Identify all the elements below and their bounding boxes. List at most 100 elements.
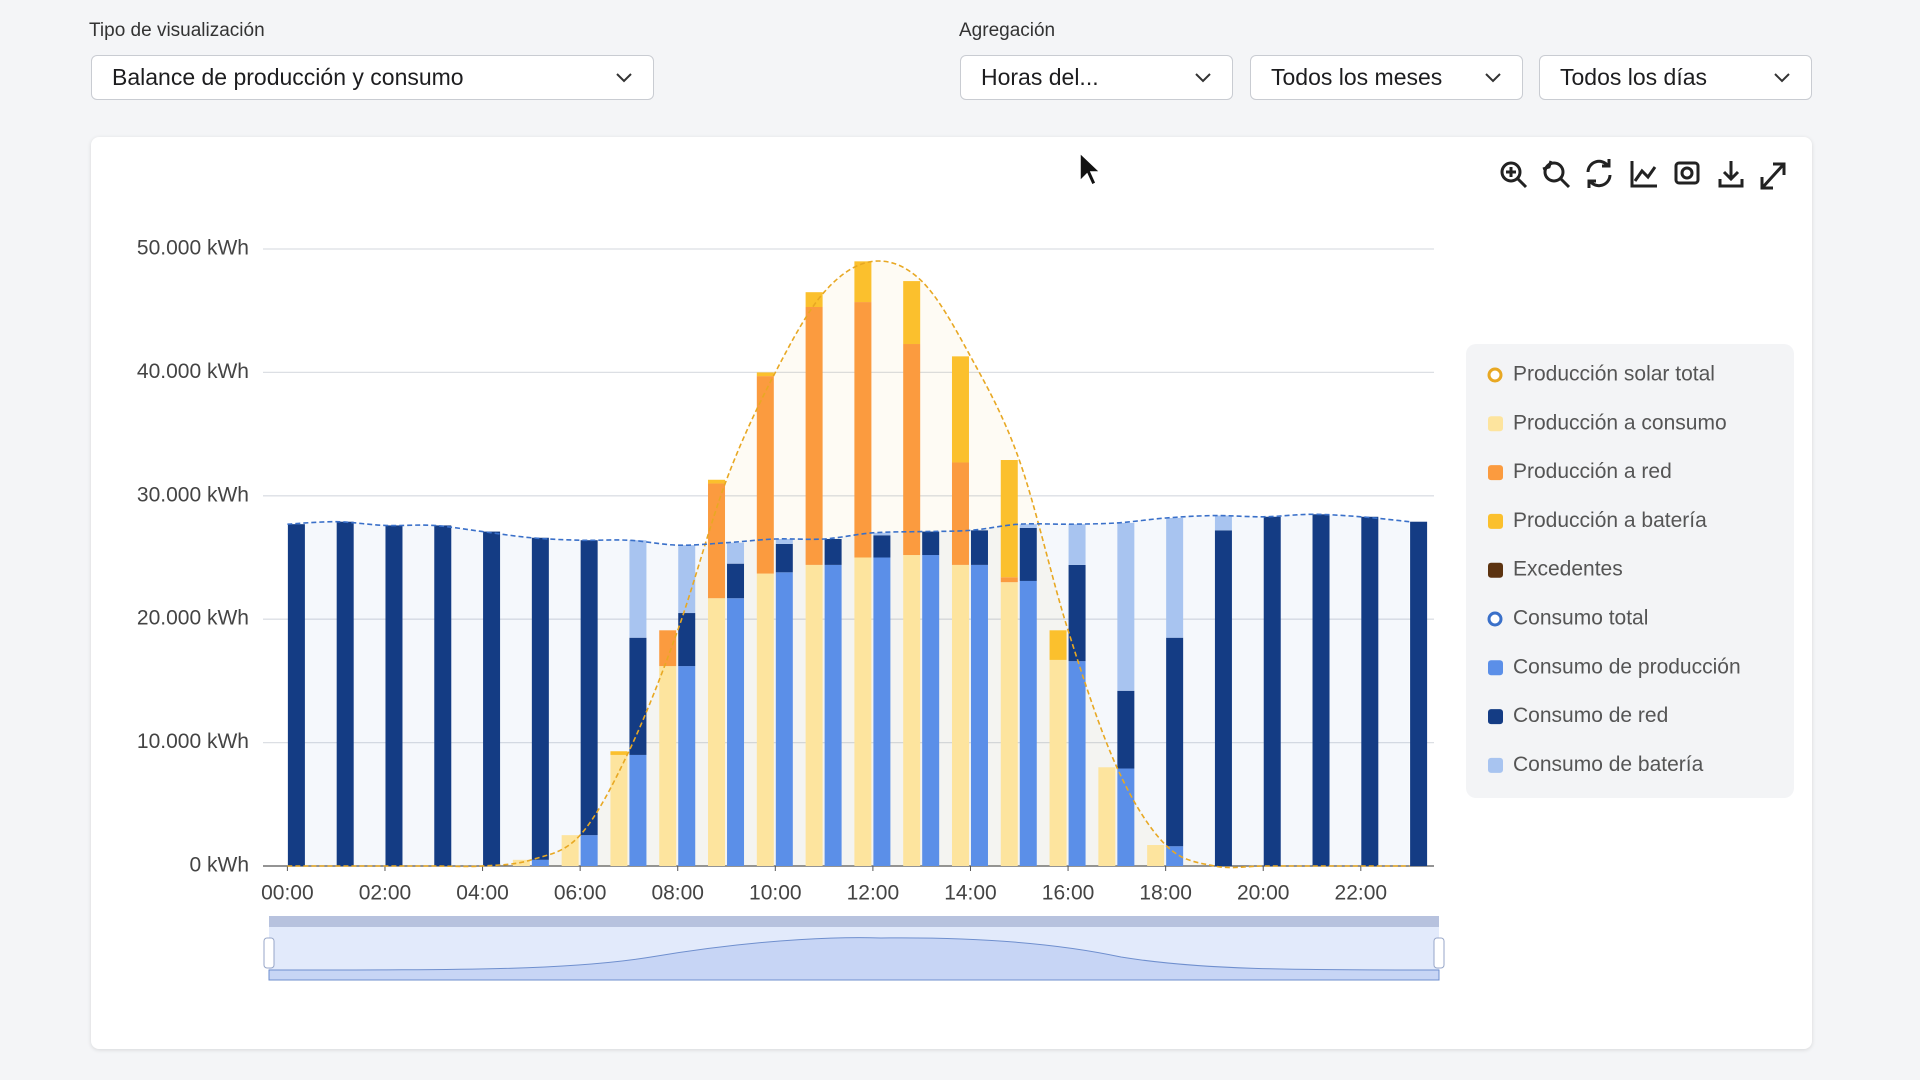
legend-marker — [1488, 660, 1503, 676]
bar — [336, 521, 354, 866]
bar — [1166, 518, 1184, 638]
bar — [531, 859, 549, 866]
months-select[interactable]: Todos los meses — [1250, 55, 1523, 100]
bar — [970, 564, 988, 866]
zoom-button[interactable] — [1500, 161, 1528, 189]
download-button[interactable] — [1718, 161, 1744, 188]
bar — [824, 564, 842, 866]
bar — [775, 572, 793, 866]
zoom-slider[interactable] — [263, 916, 1445, 981]
bar — [1117, 768, 1135, 866]
x-tick-label: 16:00 — [1042, 882, 1095, 905]
legend-marker — [1488, 465, 1503, 481]
bar — [1068, 564, 1086, 662]
bar — [824, 538, 842, 565]
bar — [561, 835, 579, 866]
chart: 0 kWh 10.000 kWh 20.000 kWh 30.000 kWh 40.00… — [137, 151, 1794, 981]
months-value: Todos los meses — [1271, 64, 1443, 90]
bar — [708, 483, 726, 599]
bar — [629, 540, 647, 638]
bar — [385, 525, 403, 866]
bar — [287, 524, 305, 866]
toolbar — [1500, 159, 1786, 190]
bar — [727, 542, 745, 564]
bar — [483, 531, 501, 866]
bar — [610, 751, 628, 755]
bar — [1000, 460, 1018, 578]
bar — [1214, 515, 1232, 531]
bar — [1361, 516, 1379, 866]
bar — [678, 666, 696, 866]
days-value: Todos los días — [1560, 64, 1708, 90]
legend-marker — [1488, 416, 1503, 432]
x-tick-label: 04:00 — [456, 882, 509, 905]
bar — [1049, 659, 1067, 866]
y-tick-label: 30.000 kWh — [137, 483, 249, 506]
bar — [727, 598, 745, 866]
slider-preview — [268, 937, 1440, 981]
aggregation-select[interactable]: Horas del... — [960, 55, 1233, 100]
legend-label: Consumo total — [1513, 607, 1648, 630]
slider-handle-bar[interactable] — [269, 916, 1439, 927]
bar — [1019, 580, 1037, 866]
chart-card: 0 kWh 10.000 kWh 20.000 kWh 30.000 kWh 40.00… — [91, 137, 1812, 1049]
chevron — [616, 72, 632, 82]
bar — [629, 637, 647, 755]
bar — [580, 835, 598, 866]
zoom-reset-button[interactable] — [1542, 160, 1571, 189]
bar — [1410, 521, 1428, 866]
y-tick-label: 0 kWh — [189, 854, 249, 877]
bar — [903, 281, 921, 345]
bar — [1049, 630, 1067, 660]
bar — [873, 535, 891, 558]
view-value: Balance de producción y consumo — [112, 64, 464, 90]
bar — [1019, 524, 1037, 528]
plot: 0 kWh 10.000 kWh 20.000 kWh 30.000 kWh 40.00… — [137, 237, 1794, 905]
slider-handle[interactable] — [1433, 937, 1445, 969]
view-select[interactable]: Balance de producción y consumo — [91, 55, 654, 100]
fullscreen-button[interactable] — [1760, 162, 1786, 190]
line — [287, 513, 1410, 547]
restore-button[interactable] — [1586, 159, 1612, 188]
x-tick-label: 14:00 — [944, 882, 997, 905]
bar — [951, 462, 969, 565]
area — [287, 261, 1410, 868]
bar — [1068, 661, 1086, 866]
x-tick-label: 12:00 — [847, 882, 900, 905]
slider-handle[interactable] — [263, 937, 275, 969]
legend-marker — [1488, 513, 1503, 529]
line — [287, 260, 1410, 869]
x-tick-label: 08:00 — [651, 882, 704, 905]
bar — [1147, 845, 1165, 866]
y-tick-label: 50.000 kWh — [137, 237, 249, 260]
bar — [727, 563, 745, 599]
bar — [629, 754, 647, 866]
bar — [708, 479, 726, 484]
legend-label: Producción a consumo — [1513, 411, 1727, 434]
legend-label: Producción a red — [1513, 460, 1672, 483]
bar — [775, 538, 793, 544]
bar — [1068, 524, 1086, 565]
legend-marker — [1488, 709, 1503, 725]
bar — [854, 261, 872, 303]
line-view-button[interactable] — [1630, 161, 1657, 188]
x-tick-label: 06:00 — [554, 882, 607, 905]
bar — [805, 306, 823, 565]
bar — [775, 543, 793, 573]
bar — [1000, 577, 1018, 583]
chevron — [1774, 72, 1790, 82]
bar — [756, 372, 774, 377]
chevron — [1195, 72, 1211, 82]
bar — [1098, 767, 1116, 866]
aggregation-label: Agregación — [959, 20, 1056, 41]
chevron — [1485, 72, 1501, 82]
bar — [1214, 530, 1232, 866]
days-select[interactable]: Todos los días — [1539, 55, 1812, 100]
bar — [805, 292, 823, 307]
x-tick-label: 02:00 — [359, 882, 412, 905]
x-tick-label: 22:00 — [1335, 882, 1388, 905]
legend-label: Producción a batería — [1513, 509, 1707, 532]
screenshot-button[interactable] — [1674, 161, 1700, 185]
legend-marker — [1488, 757, 1503, 773]
